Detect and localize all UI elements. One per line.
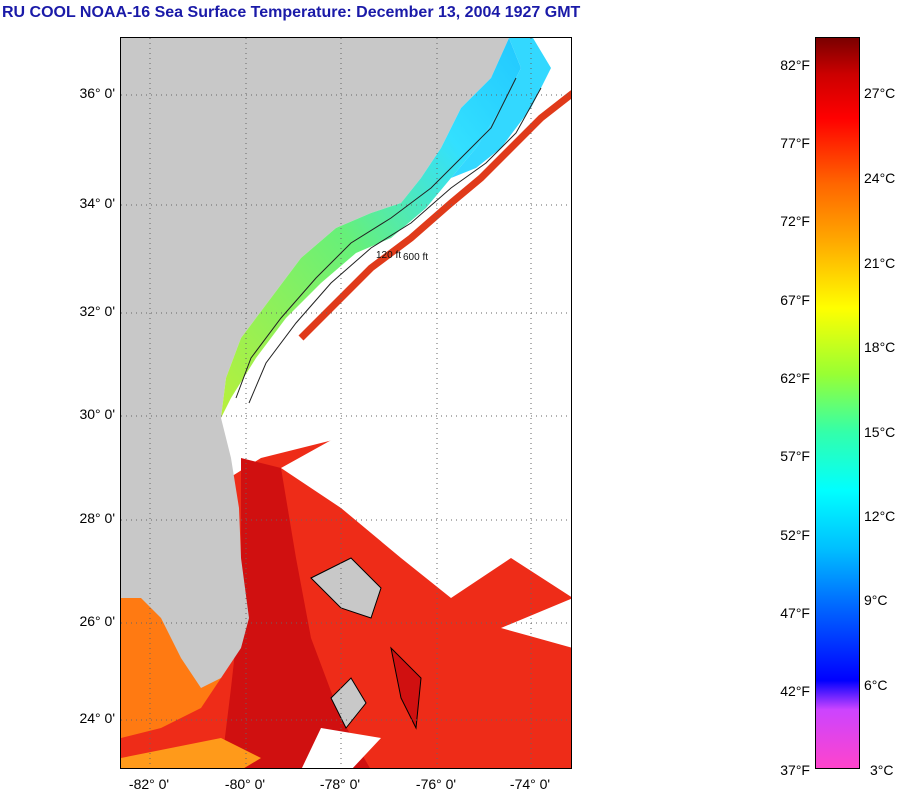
lat-label-30: 30° 0'	[79, 406, 115, 422]
c-label-27: 27°C	[864, 85, 896, 101]
f-label-77: 77°F	[780, 135, 810, 151]
lon-label-82: -82° 0'	[128, 776, 170, 792]
lat-label-28: 28° 0'	[79, 510, 115, 526]
shelf-water	[221, 38, 521, 418]
contour-600ft	[248, 87, 542, 404]
page-title: RU COOL NOAA-16 Sea Surface Temperature:…	[2, 4, 581, 21]
lat-label-32: 32° 0'	[79, 303, 115, 319]
contour-label-120: 120 ft	[376, 250, 401, 261]
cloud-cover	[281, 349, 571, 598]
f-label-57: 57°F	[780, 448, 810, 464]
c-label-21: 21°C	[864, 255, 896, 271]
sst-map: 120 ft 600 ft	[120, 37, 572, 769]
temperature-colorbar	[815, 37, 860, 769]
gulf-stream	[221, 458, 370, 768]
lon-label-74: -74° 0'	[509, 776, 551, 792]
f-label-42: 42°F	[780, 683, 810, 699]
bahamas-islands	[310, 557, 382, 619]
lat-label-34: 34° 0'	[79, 195, 115, 211]
c-label-18: 18°C	[864, 339, 896, 355]
f-label-37: 37°F	[780, 762, 810, 778]
f-label-82: 82°F	[780, 57, 810, 73]
c-label-15: 15°C	[864, 424, 896, 440]
lat-label-36: 36° 0'	[79, 85, 115, 101]
lon-label-78: -78° 0'	[319, 776, 361, 792]
lat-label-26: 26° 0'	[79, 613, 115, 629]
f-label-62: 62°F	[780, 370, 810, 386]
lat-label-24: 24° 0'	[79, 710, 115, 726]
f-label-72: 72°F	[780, 213, 810, 229]
c-label-3: 3°C	[870, 762, 894, 778]
c-label-9: 9°C	[864, 592, 888, 608]
contour-label-600: 600 ft	[403, 252, 428, 263]
contour-120ft	[235, 77, 517, 399]
f-label-47: 47°F	[780, 605, 810, 621]
land-mass	[121, 38, 509, 688]
f-label-52: 52°F	[780, 527, 810, 543]
lon-label-80: -80° 0'	[224, 776, 266, 792]
f-label-67: 67°F	[780, 292, 810, 308]
c-label-12: 12°C	[864, 508, 896, 524]
lon-label-76: -76° 0'	[415, 776, 457, 792]
graticule	[121, 38, 571, 768]
c-label-24: 24°C	[864, 170, 896, 186]
c-label-6: 6°C	[864, 677, 888, 693]
